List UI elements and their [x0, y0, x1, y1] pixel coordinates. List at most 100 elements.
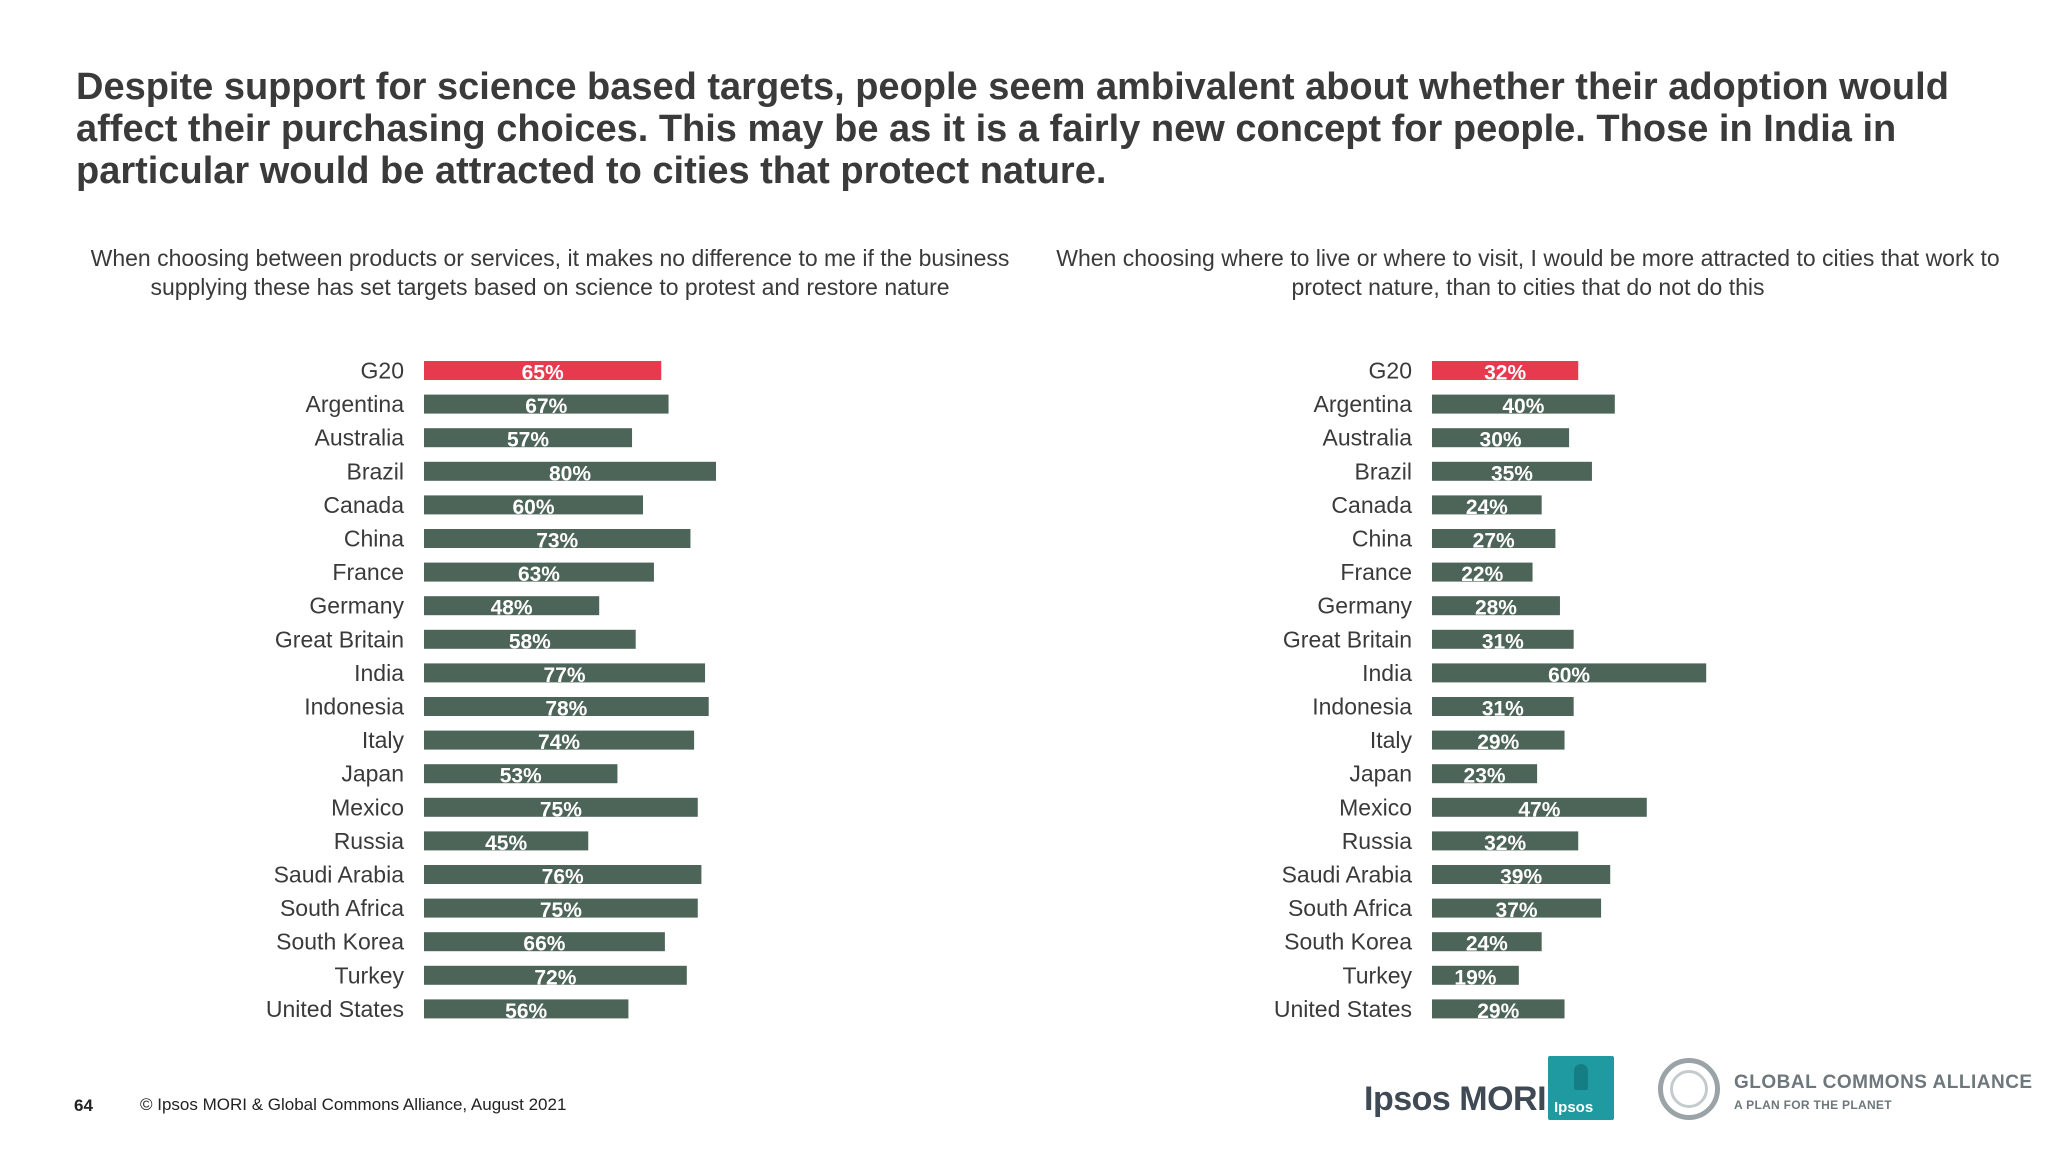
global-commons-alliance-logo: GLOBAL COMMONS ALLIANCE [1734, 1072, 2033, 1093]
value-label: 24% [1466, 496, 1508, 519]
bar [1432, 428, 1570, 448]
value-label: 31% [1482, 630, 1524, 653]
category-label: South Korea [1284, 929, 1412, 955]
bar [1432, 461, 1592, 481]
bar [424, 764, 618, 784]
category-label: United States [1274, 996, 1412, 1022]
category-label: Turkey [335, 962, 405, 988]
category-label: Russia [334, 828, 405, 854]
bar [1432, 596, 1560, 616]
value-label: 65% [522, 362, 564, 385]
value-label: 22% [1461, 563, 1503, 586]
category-label: India [354, 660, 404, 686]
bar [424, 932, 665, 952]
copyright-text: © Ipsos MORI & Global Commons Alliance, … [140, 1095, 567, 1114]
chart-left-svg: G20 65% Argentina 67% Australia 57% Brazil 80% C… [266, 358, 716, 1023]
category-label: Mexico [331, 794, 404, 820]
value-label: 29% [1477, 731, 1519, 754]
category-label: Argentina [1314, 391, 1413, 417]
bar [424, 697, 709, 716]
chart-right: When choosing where to live or where to … [1008, 240, 1999, 1023]
value-label: 47% [1518, 798, 1560, 821]
value-label: 19% [1454, 966, 1496, 989]
category-label: Germany [1317, 593, 1412, 619]
bar [424, 865, 702, 884]
ipsos-logo-icon: Ipsos [1548, 1056, 1614, 1120]
category-label: Brazil [1354, 458, 1412, 484]
bar [424, 663, 706, 683]
category-label: Saudi Arabia [274, 862, 405, 888]
bar [424, 529, 691, 548]
bar [424, 495, 643, 515]
bar [1432, 965, 1519, 985]
bar [1432, 697, 1574, 716]
category-label: Australia [315, 425, 405, 451]
value-label: 77% [544, 664, 586, 687]
value-label: 80% [549, 462, 591, 485]
bar [1432, 898, 1602, 918]
bar [1432, 865, 1611, 884]
value-label: 48% [491, 597, 533, 620]
value-label: 39% [1500, 866, 1542, 889]
category-label: G20 [1369, 358, 1412, 384]
value-label: 24% [1466, 933, 1508, 956]
value-label: 66% [523, 933, 565, 956]
bar [1432, 663, 1707, 683]
category-label: India [1362, 660, 1412, 686]
category-label: Saudi Arabia [1282, 862, 1413, 888]
value-label: 35% [1491, 462, 1533, 485]
category-label: South Korea [276, 929, 404, 955]
bar [424, 394, 669, 414]
value-label: 63% [518, 563, 560, 586]
bar [1432, 797, 1647, 817]
value-label: 67% [525, 395, 567, 418]
value-label: 74% [538, 731, 580, 754]
bar [1432, 394, 1615, 414]
bar [424, 730, 695, 750]
category-label: Argentina [306, 391, 405, 417]
value-label: 75% [540, 899, 582, 922]
value-label: 58% [509, 630, 551, 653]
bar [424, 999, 629, 1019]
category-label: Brazil [346, 458, 404, 484]
value-label: 32% [1484, 832, 1526, 855]
category-label: France [1340, 559, 1412, 585]
category-label: South Africa [1288, 895, 1412, 921]
value-label: 45% [485, 832, 527, 855]
value-label: 30% [1480, 429, 1522, 452]
bar [1432, 999, 1565, 1019]
value-label: 73% [536, 530, 578, 553]
ipsos-logo-shape [1574, 1064, 1588, 1090]
bar [1432, 361, 1579, 380]
category-label: China [344, 526, 404, 552]
value-label: 27% [1473, 530, 1515, 553]
bar [424, 965, 687, 985]
value-label: 53% [500, 765, 542, 788]
bar [1432, 562, 1533, 582]
page-number: 64 [74, 1096, 93, 1115]
category-label: Russia [1342, 828, 1413, 854]
value-label: 57% [507, 429, 549, 452]
value-label: 32% [1484, 362, 1526, 385]
page-headline: Despite support for science based target… [76, 66, 1949, 192]
bar [424, 797, 698, 817]
category-label: Australia [1323, 425, 1413, 451]
value-label: 40% [1502, 395, 1544, 418]
ipsos-mori-logo: Ipsos MORI [1364, 1080, 1547, 1118]
value-label: 60% [1548, 664, 1590, 687]
value-label: 76% [542, 866, 584, 889]
bar [424, 428, 633, 448]
global-commons-alliance-tagline: A PLAN FOR THE PLANET [1734, 1098, 1892, 1112]
bar [1432, 764, 1538, 784]
value-label: 56% [505, 1000, 547, 1023]
value-label: 37% [1496, 899, 1538, 922]
value-label: 75% [540, 798, 582, 821]
value-label: 31% [1482, 698, 1524, 721]
category-label: Turkey [1343, 962, 1413, 988]
ipsos-logo-text: Ipsos [1554, 1099, 1594, 1116]
category-label: Italy [362, 727, 405, 753]
category-label: Japan [1349, 761, 1412, 787]
category-label: France [332, 559, 404, 585]
category-label: Canada [323, 492, 404, 518]
category-label: United States [266, 996, 404, 1022]
